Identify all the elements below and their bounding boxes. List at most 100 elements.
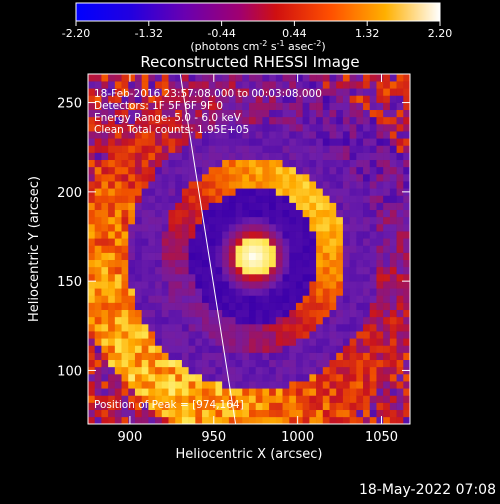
heatmap-cell (262, 316, 270, 325)
heatmap-cell (275, 302, 283, 311)
heatmap-cell (215, 324, 223, 332)
heatmap-cell (376, 252, 384, 261)
heatmap-cell (403, 345, 410, 353)
heatmap-cell (363, 159, 371, 168)
heatmap-cell (134, 124, 142, 132)
heatmap-cell (342, 374, 350, 382)
heatmap-cell (141, 152, 149, 161)
heatmap-cell (396, 238, 404, 246)
heatmap-cell (202, 159, 210, 168)
heatmap-cell (235, 124, 243, 132)
heatmap-cell (168, 152, 176, 161)
heatmap-cell (94, 159, 102, 168)
heatmap-cell (363, 74, 371, 82)
heatmap-cell (175, 266, 183, 275)
heatmap-cell (121, 352, 129, 361)
heatmap-cell (282, 374, 290, 382)
heatmap-cell (396, 302, 404, 311)
heatmap-cell (121, 102, 129, 111)
heatmap-cell (369, 231, 377, 239)
heatmap-cell (181, 124, 189, 132)
heatmap-cell (376, 274, 384, 282)
heatmap-cell (396, 116, 404, 125)
heatmap-cell (363, 188, 371, 196)
heatmap-cell (94, 174, 102, 182)
heatmap-cell (309, 195, 317, 203)
heatmap-cell (161, 124, 169, 132)
heatmap-cell (134, 359, 142, 368)
heatmap-cell (195, 402, 203, 411)
heatmap-cell (342, 281, 350, 289)
heatmap-cell (208, 88, 216, 96)
heatmap-cell (356, 238, 364, 246)
heatmap-cell (141, 124, 149, 132)
heatmap-cell (141, 395, 149, 403)
heatmap-cell (349, 138, 357, 146)
x-tick-label: 1050 (365, 430, 398, 445)
heatmap-cell (309, 174, 317, 182)
heatmap-cell (101, 381, 109, 389)
heatmap-cell (161, 395, 169, 403)
heatmap-cell (161, 259, 169, 268)
heatmap-cell (255, 81, 263, 89)
heatmap-cell (215, 366, 223, 375)
heatmap-cell (181, 245, 189, 253)
heatmap-cell (249, 116, 257, 125)
heatmap-cell (322, 416, 330, 424)
heatmap-cell (403, 359, 410, 368)
heatmap-cell (215, 145, 223, 153)
heatmap-cell (202, 245, 210, 253)
heatmap-cell (94, 359, 102, 368)
heatmap-cell (148, 388, 156, 396)
heatmap-cell (208, 124, 216, 132)
heatmap-cell (336, 202, 344, 211)
heatmap-cell (148, 352, 156, 361)
heatmap-cell (295, 266, 303, 275)
heatmap-cell (342, 381, 350, 389)
heatmap-cell (101, 245, 109, 253)
heatmap-cell (181, 374, 189, 382)
heatmap-cell (121, 174, 129, 182)
heatmap-cell (329, 338, 337, 346)
heatmap-cell (376, 159, 384, 168)
heatmap-cell (249, 166, 257, 175)
heatmap-cell (295, 395, 303, 403)
heatmap-cell (168, 131, 176, 139)
heatmap-cell (249, 102, 257, 111)
heatmap-cell (114, 295, 122, 303)
heatmap-cell (175, 274, 183, 282)
heatmap-cell (181, 331, 189, 339)
heatmap-cell (322, 295, 330, 303)
heatmap-cell (309, 266, 317, 275)
heatmap-cell (295, 116, 303, 125)
heatmap-cell (108, 338, 116, 346)
heatmap-cell (235, 331, 243, 339)
heatmap-cell (222, 266, 230, 275)
heatmap-cell (94, 109, 102, 118)
heatmap-cell (94, 245, 102, 253)
heatmap-cell (222, 395, 230, 403)
heatmap-cell (161, 295, 169, 303)
heatmap-cell (376, 402, 384, 411)
heatmap-cell (275, 295, 283, 303)
heatmap-cell (175, 95, 183, 103)
heatmap-cell (215, 131, 223, 139)
heatmap-cell (363, 81, 371, 89)
heatmap-cell (215, 259, 223, 268)
heatmap-cell (349, 166, 357, 175)
heatmap-cell (322, 159, 330, 168)
heatmap-cell (249, 395, 257, 403)
heatmap-cell (101, 202, 109, 211)
heatmap-cell (108, 202, 116, 211)
heatmap-cell (389, 316, 397, 325)
heatmap-cell (121, 159, 129, 168)
heatmap-cell (396, 216, 404, 225)
heatmap-cell (181, 209, 189, 218)
heatmap-cell (128, 145, 136, 153)
heatmap-cell (316, 266, 324, 275)
heatmap-cell (94, 181, 102, 189)
heatmap-cell (295, 202, 303, 211)
heatmap-cell (134, 131, 142, 139)
heatmap-cell (275, 388, 283, 396)
heatmap-cell (101, 338, 109, 346)
